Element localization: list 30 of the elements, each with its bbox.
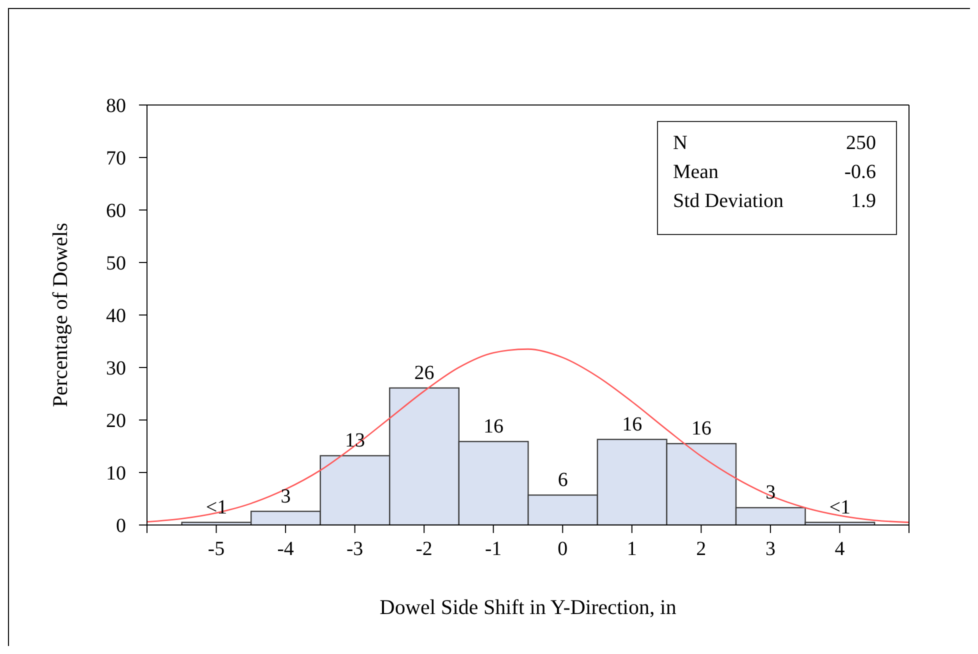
y-tick-label: 50 [106, 252, 126, 275]
y-tick-label: 20 [106, 410, 126, 432]
summary-box: N 250 Mean -0.6 Std Deviation 1.9 [657, 121, 897, 235]
x-tick-label: 1 [626, 538, 637, 560]
y-axis-title: Percentage of Dowels [48, 222, 72, 408]
data-label: <1 [829, 496, 851, 518]
y-tick-label: 30 [106, 358, 126, 380]
x-tick-label: 2 [696, 538, 706, 560]
data-label: 26 [414, 362, 434, 384]
y-tick-label: 0 [116, 515, 126, 538]
y-tick-label: 80 [106, 95, 126, 118]
y-tick-label: 60 [106, 200, 126, 222]
y-tick-label: 10 [106, 462, 126, 485]
x-tick-label: -1 [485, 538, 502, 560]
x-axis-title: Dowel Side Shift in Y-Direction, in [380, 594, 677, 619]
x-tick-label: 3 [765, 538, 776, 560]
data-label: 16 [484, 416, 504, 438]
x-tick-label: -4 [277, 538, 294, 560]
x-tick-label: -5 [208, 538, 225, 560]
x-tick-label: 0 [558, 538, 568, 560]
data-label: 16 [622, 413, 642, 436]
data-label: 16 [691, 418, 712, 440]
x-tick-label: -2 [416, 538, 432, 560]
data-label: <1 [206, 496, 228, 518]
x-tick-label: -3 [346, 538, 364, 560]
data-label: 3 [280, 485, 291, 508]
y-tick-label: 40 [106, 305, 126, 328]
x-tick-label: 4 [834, 538, 845, 560]
data-label: 6 [558, 469, 568, 492]
y-tick-label: 70 [106, 148, 126, 170]
